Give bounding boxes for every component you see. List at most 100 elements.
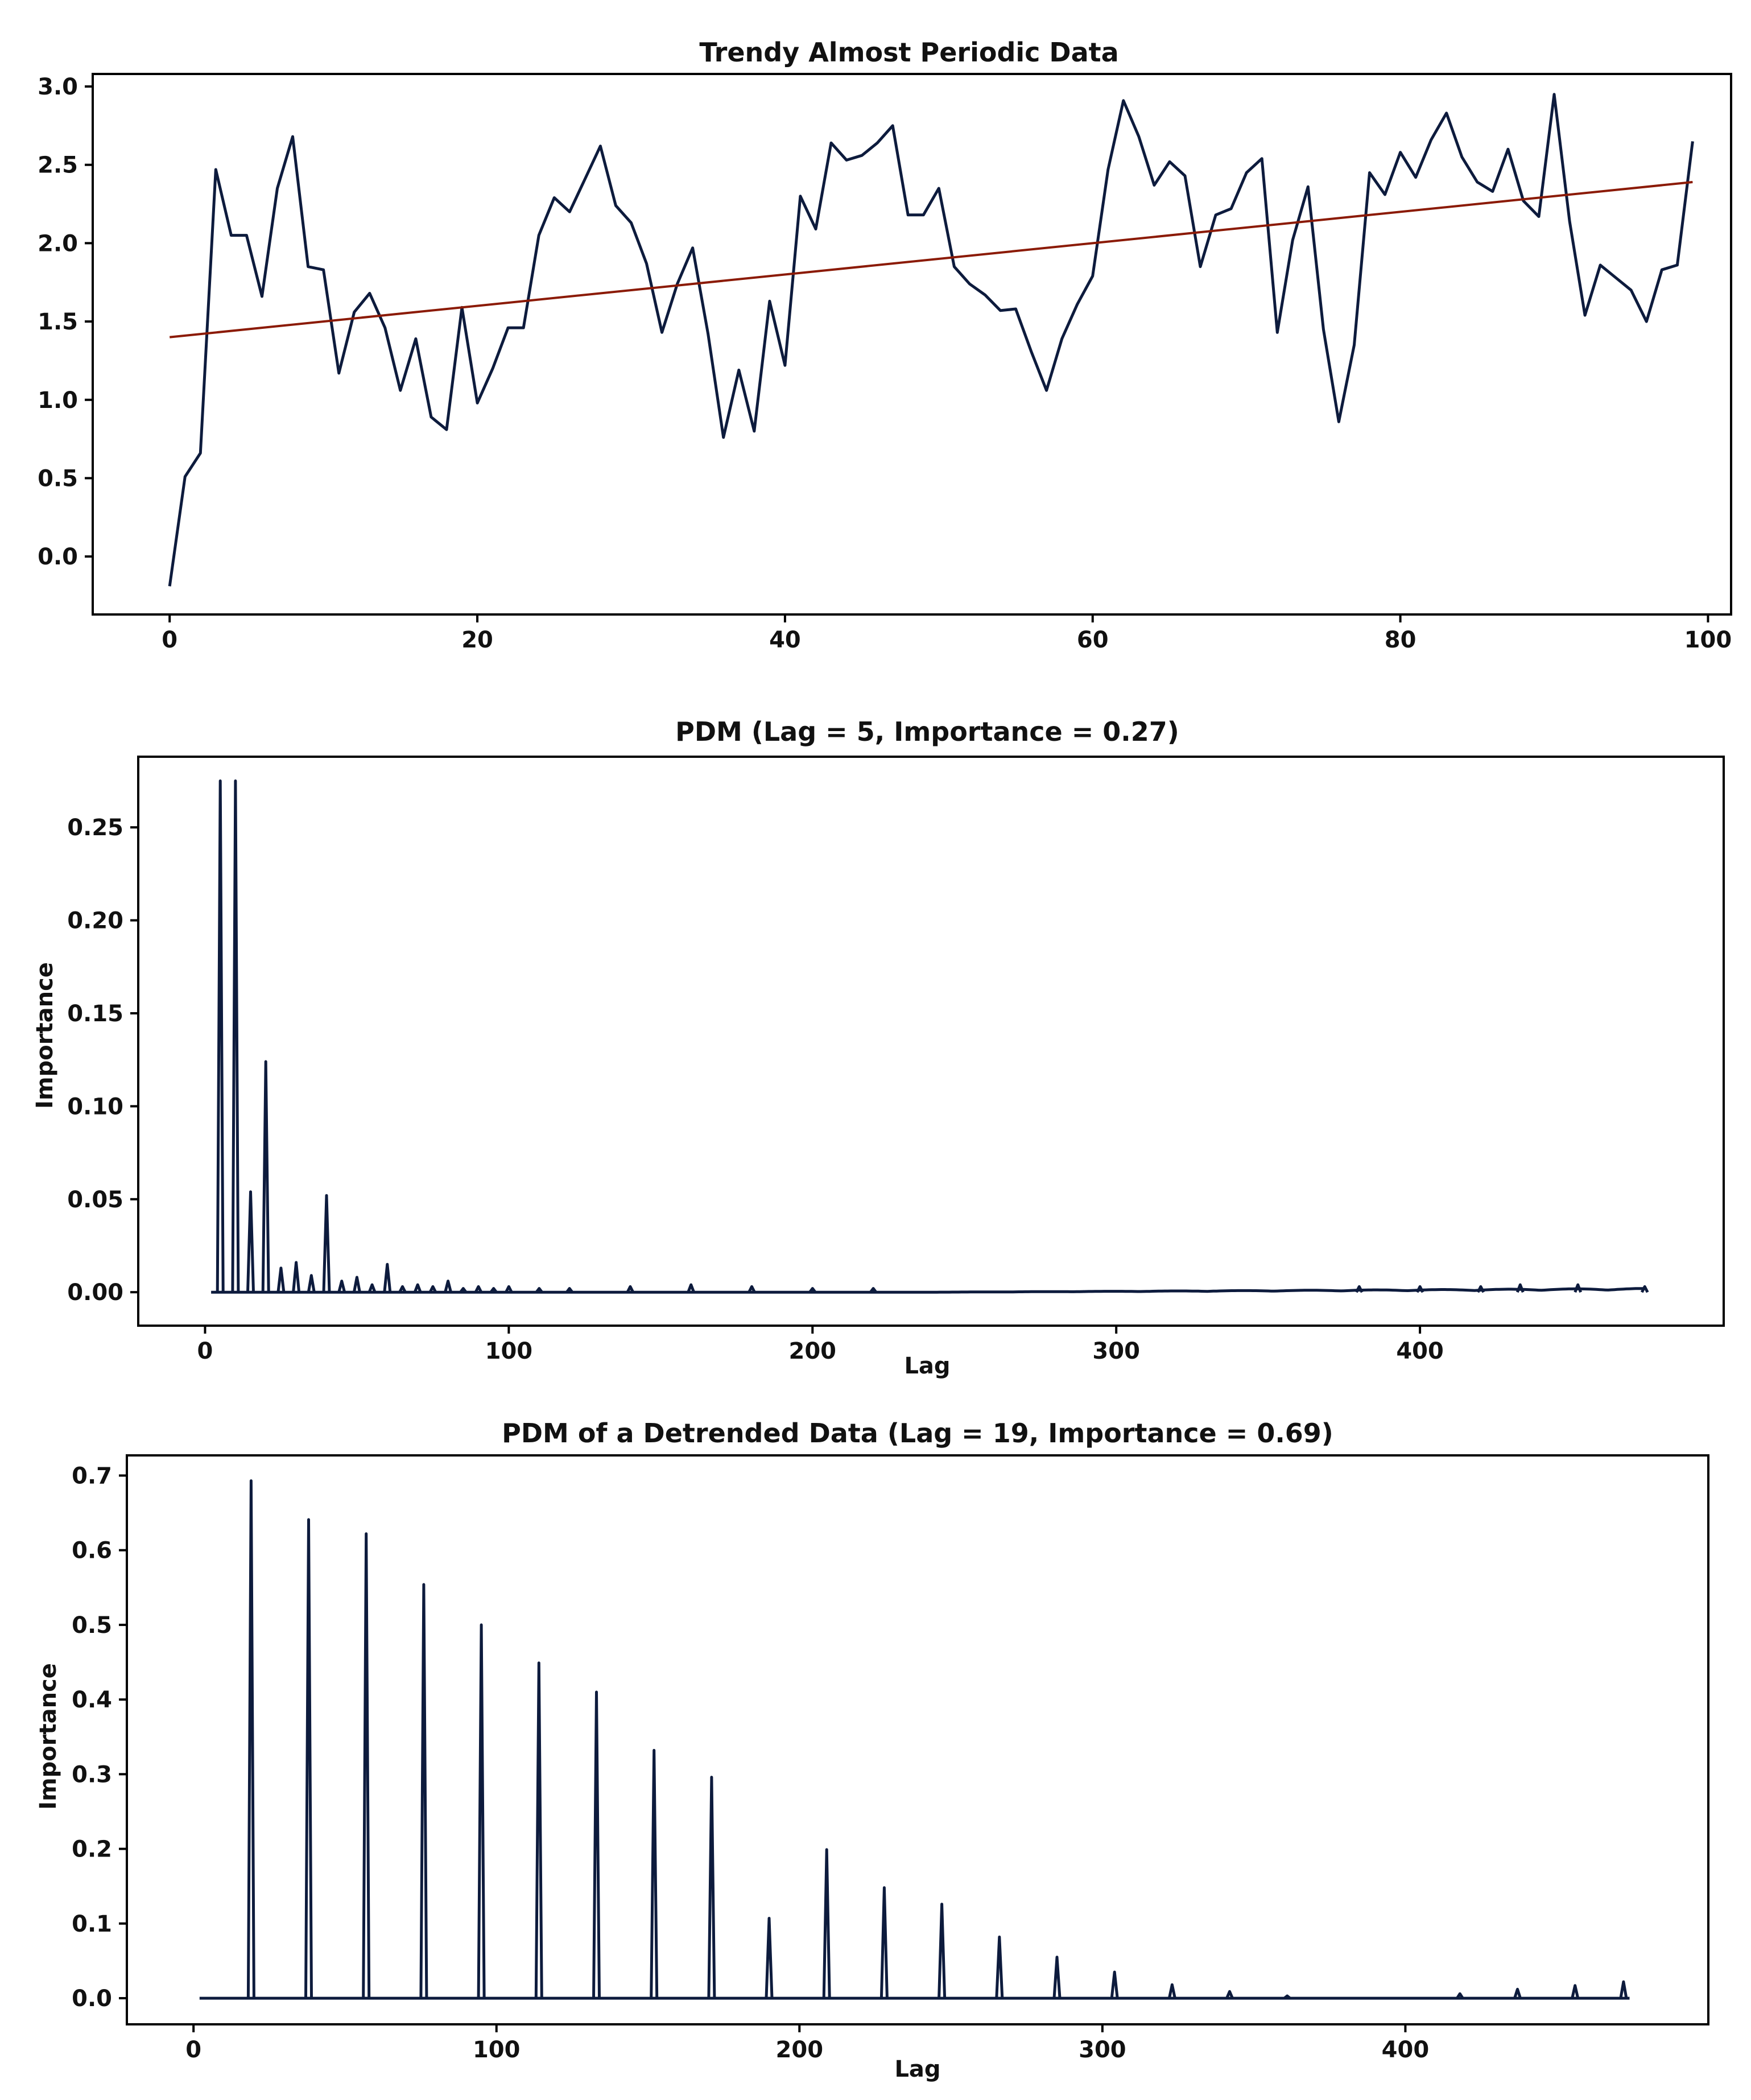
peak-lag-190 — [765, 1917, 774, 1999]
peak-lag-25 — [276, 1266, 286, 1293]
peak-lag-100 — [505, 1285, 513, 1293]
y-tick-label: 0.4 — [72, 1687, 112, 1713]
peak-lag-75 — [428, 1285, 437, 1293]
peak-lag-418 — [1456, 1992, 1464, 1999]
peak-lag-95 — [477, 1623, 486, 1999]
peak-lag-160 — [687, 1283, 696, 1293]
y-tick-label: 0.1 — [72, 1911, 112, 1937]
x-tick-label: 200 — [789, 1338, 837, 1364]
peak-lag-152 — [650, 1748, 659, 1999]
peak-lag-209 — [822, 1848, 831, 1999]
x-tick-label: 400 — [1382, 2037, 1430, 2063]
peak-lag-30 — [292, 1261, 301, 1293]
y-tick-label: 0.20 — [67, 908, 123, 934]
peak-lag-452 — [1574, 1283, 1583, 1293]
y-tick-label: 0.0 — [38, 544, 78, 570]
peak-lag-19 — [246, 1479, 255, 1999]
y-tick-label: 0.5 — [38, 465, 78, 492]
peak-lag-361 — [1283, 1994, 1291, 2000]
peak-lag-110 — [535, 1287, 543, 1293]
x-tick-label: 100 — [485, 1338, 533, 1364]
chart-title: PDM (Lag = 5, Importance = 0.27) — [675, 716, 1179, 747]
peak-lag-133 — [592, 1690, 601, 1999]
y-axis-label: Importance — [35, 1663, 61, 1810]
peak-lag-76 — [419, 1583, 428, 1999]
peak-lag-285 — [1052, 1955, 1062, 1999]
peak-lag-323 — [1167, 1983, 1176, 1999]
y-tick-label: 2.0 — [38, 230, 78, 257]
peak-lag-472 — [1619, 1980, 1628, 1999]
peak-lag-400 — [1415, 1285, 1424, 1293]
peak-lag-266 — [995, 1936, 1004, 1999]
y-tick-label: 0.2 — [72, 1837, 112, 1863]
y-tick-label: 0.5 — [72, 1612, 112, 1639]
y-tick-label: 0.25 — [67, 815, 123, 841]
peak-lag-70 — [413, 1283, 422, 1293]
x-tick-label: 100 — [473, 2037, 521, 2063]
plot-frame — [92, 73, 1732, 616]
peak-lag-80 — [444, 1280, 453, 1293]
peak-lag-171 — [707, 1776, 716, 1999]
peak-lag-10 — [231, 779, 240, 1293]
y-axis-label: Importance — [32, 962, 58, 1109]
peak-lag-380 — [1355, 1285, 1364, 1293]
x-tick-label: 300 — [1092, 1338, 1140, 1364]
x-tick-label: 40 — [769, 627, 801, 653]
x-tick-label: 400 — [1396, 1338, 1444, 1364]
x-tick-label: 0 — [162, 627, 177, 653]
y-tick-label: 0.0 — [72, 1986, 112, 2012]
peak-lag-85 — [459, 1287, 468, 1293]
peak-lag-55 — [367, 1283, 377, 1293]
trend-line — [170, 181, 1693, 339]
baseline-curve — [211, 1287, 1645, 1294]
x-tick-label: 0 — [185, 2037, 201, 2063]
peak-lag-65 — [398, 1285, 407, 1293]
peak-lag-420 — [1476, 1285, 1485, 1293]
y-tick-label: 0.05 — [67, 1187, 123, 1213]
peak-lag-140 — [626, 1285, 635, 1293]
y-tick-label: 0.7 — [72, 1463, 112, 1489]
peak-lag-15 — [246, 1190, 255, 1293]
peak-lag-114 — [534, 1661, 543, 1999]
peak-lag-40 — [322, 1194, 331, 1293]
peak-lag-60 — [383, 1263, 392, 1293]
peak-lag-95 — [489, 1287, 498, 1293]
y-tick-label: 0.6 — [72, 1538, 112, 1564]
peak-lag-57 — [362, 1532, 371, 1999]
x-tick-label: 100 — [1684, 627, 1732, 653]
x-tick-label: 80 — [1385, 627, 1417, 653]
peak-lag-228 — [879, 1886, 889, 1999]
chart-trendy-data: Trendy Almost Periodic Data 0 20 40 60 80 100… — [38, 37, 1732, 653]
peak-lag-180 — [748, 1285, 756, 1293]
y-tick-label: 2.5 — [38, 152, 78, 179]
y-tick-label: 0.15 — [67, 1001, 123, 1027]
peak-lag-456 — [1571, 1984, 1580, 1999]
peak-lag-20 — [261, 1060, 270, 1293]
peak-lag-342 — [1225, 1990, 1234, 1999]
y-tick-label: 1.0 — [38, 387, 78, 414]
y-tick-label: 0.10 — [67, 1094, 123, 1120]
x-tick-label: 200 — [776, 2037, 824, 2063]
x-tick-label: 60 — [1077, 627, 1109, 653]
peak-lag-38 — [304, 1518, 313, 1999]
peak-lag-433 — [1515, 1283, 1525, 1293]
peak-lag-247 — [938, 1903, 947, 1999]
y-tick-label: 0.00 — [67, 1280, 123, 1306]
y-tick-label: 3.0 — [38, 74, 78, 100]
chart-pdm: PDM (Lag = 5, Importance = 0.27) Lag Imp… — [32, 716, 1725, 1379]
peak-lag-35 — [307, 1274, 316, 1293]
x-axis-label: Lag — [904, 1353, 950, 1379]
peak-lag-437 — [1513, 1987, 1522, 1999]
peak-lag-50 — [352, 1276, 361, 1293]
peak-lag-304 — [1110, 1970, 1119, 1999]
x-axis-label: Lag — [894, 2056, 940, 2082]
y-tick-label: 0.3 — [72, 1761, 112, 1788]
chart-pdm-detrended: PDM of a Detrended Data (Lag = 19, Impor… — [35, 1418, 1709, 2082]
peak-lag-5 — [216, 779, 225, 1293]
data-series-line — [168, 93, 1694, 587]
x-tick-label: 300 — [1079, 2037, 1126, 2063]
peak-lag-90 — [474, 1285, 483, 1293]
x-tick-label: 0 — [197, 1338, 213, 1364]
peak-lag-220 — [869, 1287, 878, 1293]
